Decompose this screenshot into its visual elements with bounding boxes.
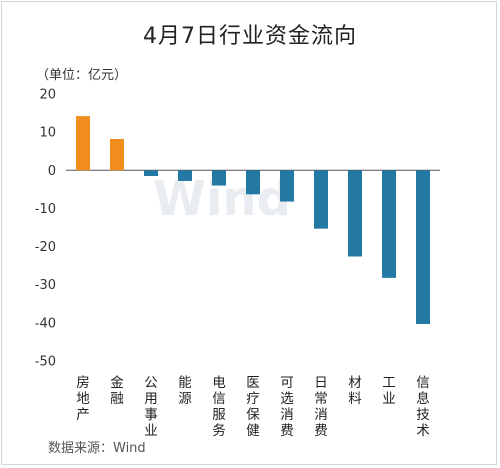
y-tick-label: -50	[35, 355, 56, 370]
category-label: 房地产	[76, 375, 90, 423]
bar-工业	[382, 170, 396, 278]
unit-label: （单位：亿元）	[36, 68, 128, 83]
bar-金融	[110, 139, 124, 171]
bar-房地产	[76, 116, 90, 171]
bar-医疗保健	[246, 170, 260, 195]
category-label: 能源	[178, 375, 192, 407]
y-tick-label: -20	[35, 240, 56, 255]
category-label: 公用事业	[144, 375, 158, 439]
y-tick-label: 0	[48, 164, 56, 179]
bar-日常消费	[314, 170, 328, 229]
bar-可选消费	[280, 170, 294, 202]
y-tick-label: -30	[35, 278, 56, 293]
category-label: 日常消费	[314, 375, 328, 439]
y-tick-label: 10	[39, 126, 56, 141]
category-label: 材料	[348, 375, 362, 407]
category-label: 医疗保健	[246, 375, 260, 439]
y-tick-label: -10	[35, 202, 56, 217]
category-label: 电信服务	[212, 375, 226, 439]
bar-信息技术	[416, 170, 430, 325]
bar-能源	[178, 170, 192, 181]
category-label: 可选消费	[280, 375, 294, 439]
source-note: 数据来源：Wind	[48, 441, 146, 456]
chart-title: 4月7日行业资金流向	[143, 24, 357, 49]
bar-公用事业	[144, 170, 158, 177]
category-label: 信息技术	[416, 375, 430, 439]
bar-电信服务	[212, 170, 226, 186]
bar-材料	[348, 170, 362, 257]
y-tick-label: 20	[39, 88, 56, 103]
category-label: 金融	[110, 375, 124, 407]
y-tick-label: -40	[35, 316, 56, 331]
category-label: 工业	[382, 375, 396, 407]
